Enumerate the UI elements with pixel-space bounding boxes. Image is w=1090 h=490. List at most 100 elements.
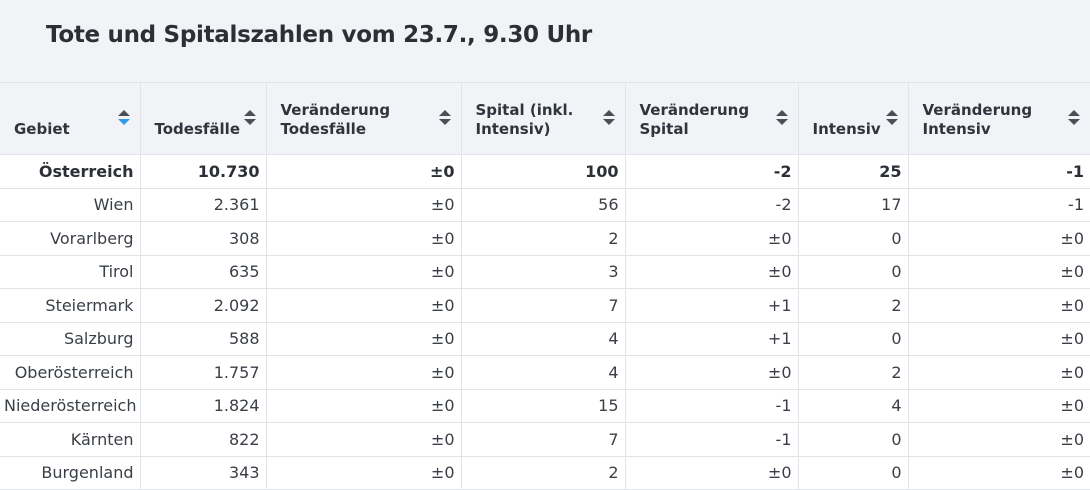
cell-spital: 100 (461, 154, 626, 189)
sort-up-icon (117, 110, 130, 116)
cell-veraenderung-intensiv: ±0 (908, 221, 1090, 256)
table-row: Österreich 10.730 ±0 100 -2 25 -1 (0, 154, 1090, 189)
cell-veraenderung-spital: -1 (625, 422, 799, 457)
cell-spital: 2 (461, 221, 626, 256)
cell-veraenderung-todesfaelle: ±0 (266, 355, 462, 390)
sort-down-icon (885, 119, 898, 125)
column-header-todesfaelle[interactable]: Todesfälle (140, 82, 267, 155)
cell-veraenderung-intensiv: ±0 (908, 389, 1090, 423)
cell-gebiet: Wien (0, 188, 141, 222)
cell-todesfaelle: 1.757 (140, 355, 267, 390)
sort-arrows-icon[interactable] (117, 110, 130, 126)
cell-veraenderung-intensiv: ±0 (908, 355, 1090, 390)
sort-arrows-icon[interactable] (243, 110, 256, 126)
cell-veraenderung-todesfaelle: ±0 (266, 255, 462, 289)
sort-arrows-icon[interactable] (602, 110, 615, 126)
column-header-label: Intensiv (812, 120, 881, 138)
cell-gebiet: Kärnten (0, 422, 141, 457)
column-header-veraenderung-todesfaelle[interactable]: Veränderung Todesfälle (266, 82, 462, 155)
cell-todesfaelle: 588 (140, 322, 267, 356)
cell-gebiet: Burgenland (0, 456, 141, 490)
cell-gebiet: Salzburg (0, 322, 141, 356)
sort-down-icon (243, 119, 256, 125)
cell-veraenderung-spital: ±0 (625, 221, 799, 256)
sort-up-icon (1068, 110, 1080, 116)
cell-intensiv: 0 (798, 422, 909, 457)
cell-veraenderung-intensiv: ±0 (908, 322, 1090, 356)
cell-veraenderung-spital: +1 (625, 322, 799, 356)
cell-veraenderung-spital: +1 (625, 288, 799, 323)
sort-arrows-icon[interactable] (775, 110, 788, 126)
column-header-label: Intensiv) (475, 120, 551, 138)
cell-todesfaelle: 10.730 (140, 154, 267, 189)
column-header-label: Intensiv (922, 120, 991, 138)
cell-todesfaelle: 822 (140, 422, 267, 457)
cell-veraenderung-intensiv: ±0 (908, 422, 1090, 457)
cell-spital: 4 (461, 322, 626, 356)
column-header-gebiet[interactable]: Gebiet (0, 82, 141, 155)
sort-down-icon (775, 119, 788, 125)
cell-veraenderung-todesfaelle: ±0 (266, 154, 462, 189)
cell-veraenderung-intensiv: ±0 (908, 456, 1090, 490)
table-row: Wien 2.361 ±0 56 -2 17 -1 (0, 188, 1090, 222)
cell-todesfaelle: 2.092 (140, 288, 267, 323)
column-header-label: Veränderung (922, 101, 1033, 119)
cell-veraenderung-todesfaelle: ±0 (266, 188, 462, 222)
cell-intensiv: 0 (798, 255, 909, 289)
cell-spital: 7 (461, 288, 626, 323)
cell-veraenderung-todesfaelle: ±0 (266, 456, 462, 490)
cell-intensiv: 2 (798, 288, 909, 323)
cell-veraenderung-intensiv: ±0 (908, 255, 1090, 289)
cell-intensiv: 25 (798, 154, 909, 189)
sort-arrows-icon[interactable] (1068, 110, 1080, 126)
column-header-label: Gebiet (14, 120, 70, 138)
sort-down-icon (602, 119, 615, 125)
column-header-intensiv[interactable]: Intensiv (798, 82, 909, 155)
table-row: Steiermark 2.092 ±0 7 +1 2 ±0 (0, 288, 1090, 323)
cell-veraenderung-todesfaelle: ±0 (266, 389, 462, 423)
cell-gebiet: Österreich (0, 154, 141, 189)
cell-veraenderung-intensiv: -1 (908, 154, 1090, 189)
table-row: Niederösterreich 1.824 ±0 15 -1 4 ±0 (0, 389, 1090, 423)
sort-down-icon (117, 119, 130, 125)
cell-veraenderung-spital: ±0 (625, 355, 799, 390)
cell-intensiv: 17 (798, 188, 909, 222)
cell-veraenderung-spital: -1 (625, 389, 799, 423)
sort-up-icon (602, 110, 615, 116)
sort-arrows-icon[interactable] (438, 110, 451, 126)
cell-todesfaelle: 635 (140, 255, 267, 289)
sort-up-icon (775, 110, 788, 116)
cell-veraenderung-spital: ±0 (625, 456, 799, 490)
column-header-spital[interactable]: Spital (inkl. Intensiv) (461, 82, 626, 155)
cell-veraenderung-todesfaelle: ±0 (266, 422, 462, 457)
data-table: Gebiet Todesfälle Veränderung Todesfälle Spi… (0, 82, 1090, 490)
cell-intensiv: 0 (798, 456, 909, 490)
cell-veraenderung-spital: -2 (625, 188, 799, 222)
sort-down-icon (1068, 119, 1080, 125)
table-row: Salzburg 588 ±0 4 +1 0 ±0 (0, 322, 1090, 356)
cell-todesfaelle: 2.361 (140, 188, 267, 222)
cell-spital: 15 (461, 389, 626, 423)
sort-arrows-icon[interactable] (885, 110, 898, 126)
sort-down-icon (438, 119, 451, 125)
cell-intensiv: 4 (798, 389, 909, 423)
cell-spital: 3 (461, 255, 626, 289)
cell-intensiv: 2 (798, 355, 909, 390)
table-row: Oberösterreich 1.757 ±0 4 ±0 2 ±0 (0, 355, 1090, 390)
cell-gebiet: Niederösterreich (0, 389, 141, 423)
column-header-veraenderung-intensiv[interactable]: Veränderung Intensiv (908, 82, 1090, 155)
cell-todesfaelle: 343 (140, 456, 267, 490)
column-header-label: Todesfälle (154, 120, 241, 138)
table-row: Tirol 635 ±0 3 ±0 0 ±0 (0, 255, 1090, 289)
cell-veraenderung-todesfaelle: ±0 (266, 221, 462, 256)
column-header-label: Spital (inkl. (475, 101, 574, 119)
table-body: Österreich 10.730 ±0 100 -2 25 -1 Wien 2.361 ±0 56… (0, 154, 1090, 490)
cell-spital: 4 (461, 355, 626, 390)
sort-up-icon (243, 110, 256, 116)
cell-intensiv: 0 (798, 322, 909, 356)
column-header-veraenderung-spital[interactable]: Veränderung Spital (625, 82, 799, 155)
cell-spital: 7 (461, 422, 626, 457)
cell-gebiet: Tirol (0, 255, 141, 289)
cell-todesfaelle: 1.824 (140, 389, 267, 423)
header-row: Gebiet Todesfälle Veränderung Todesfälle Spi… (0, 82, 1090, 155)
